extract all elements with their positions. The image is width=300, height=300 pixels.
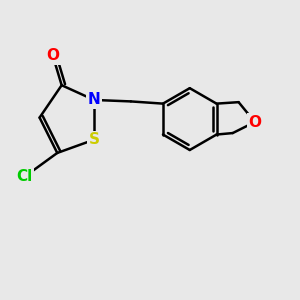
Text: Cl: Cl <box>17 169 33 184</box>
Text: O: O <box>46 48 59 63</box>
Text: S: S <box>88 132 100 147</box>
Text: O: O <box>248 115 261 130</box>
Text: N: N <box>88 92 100 107</box>
